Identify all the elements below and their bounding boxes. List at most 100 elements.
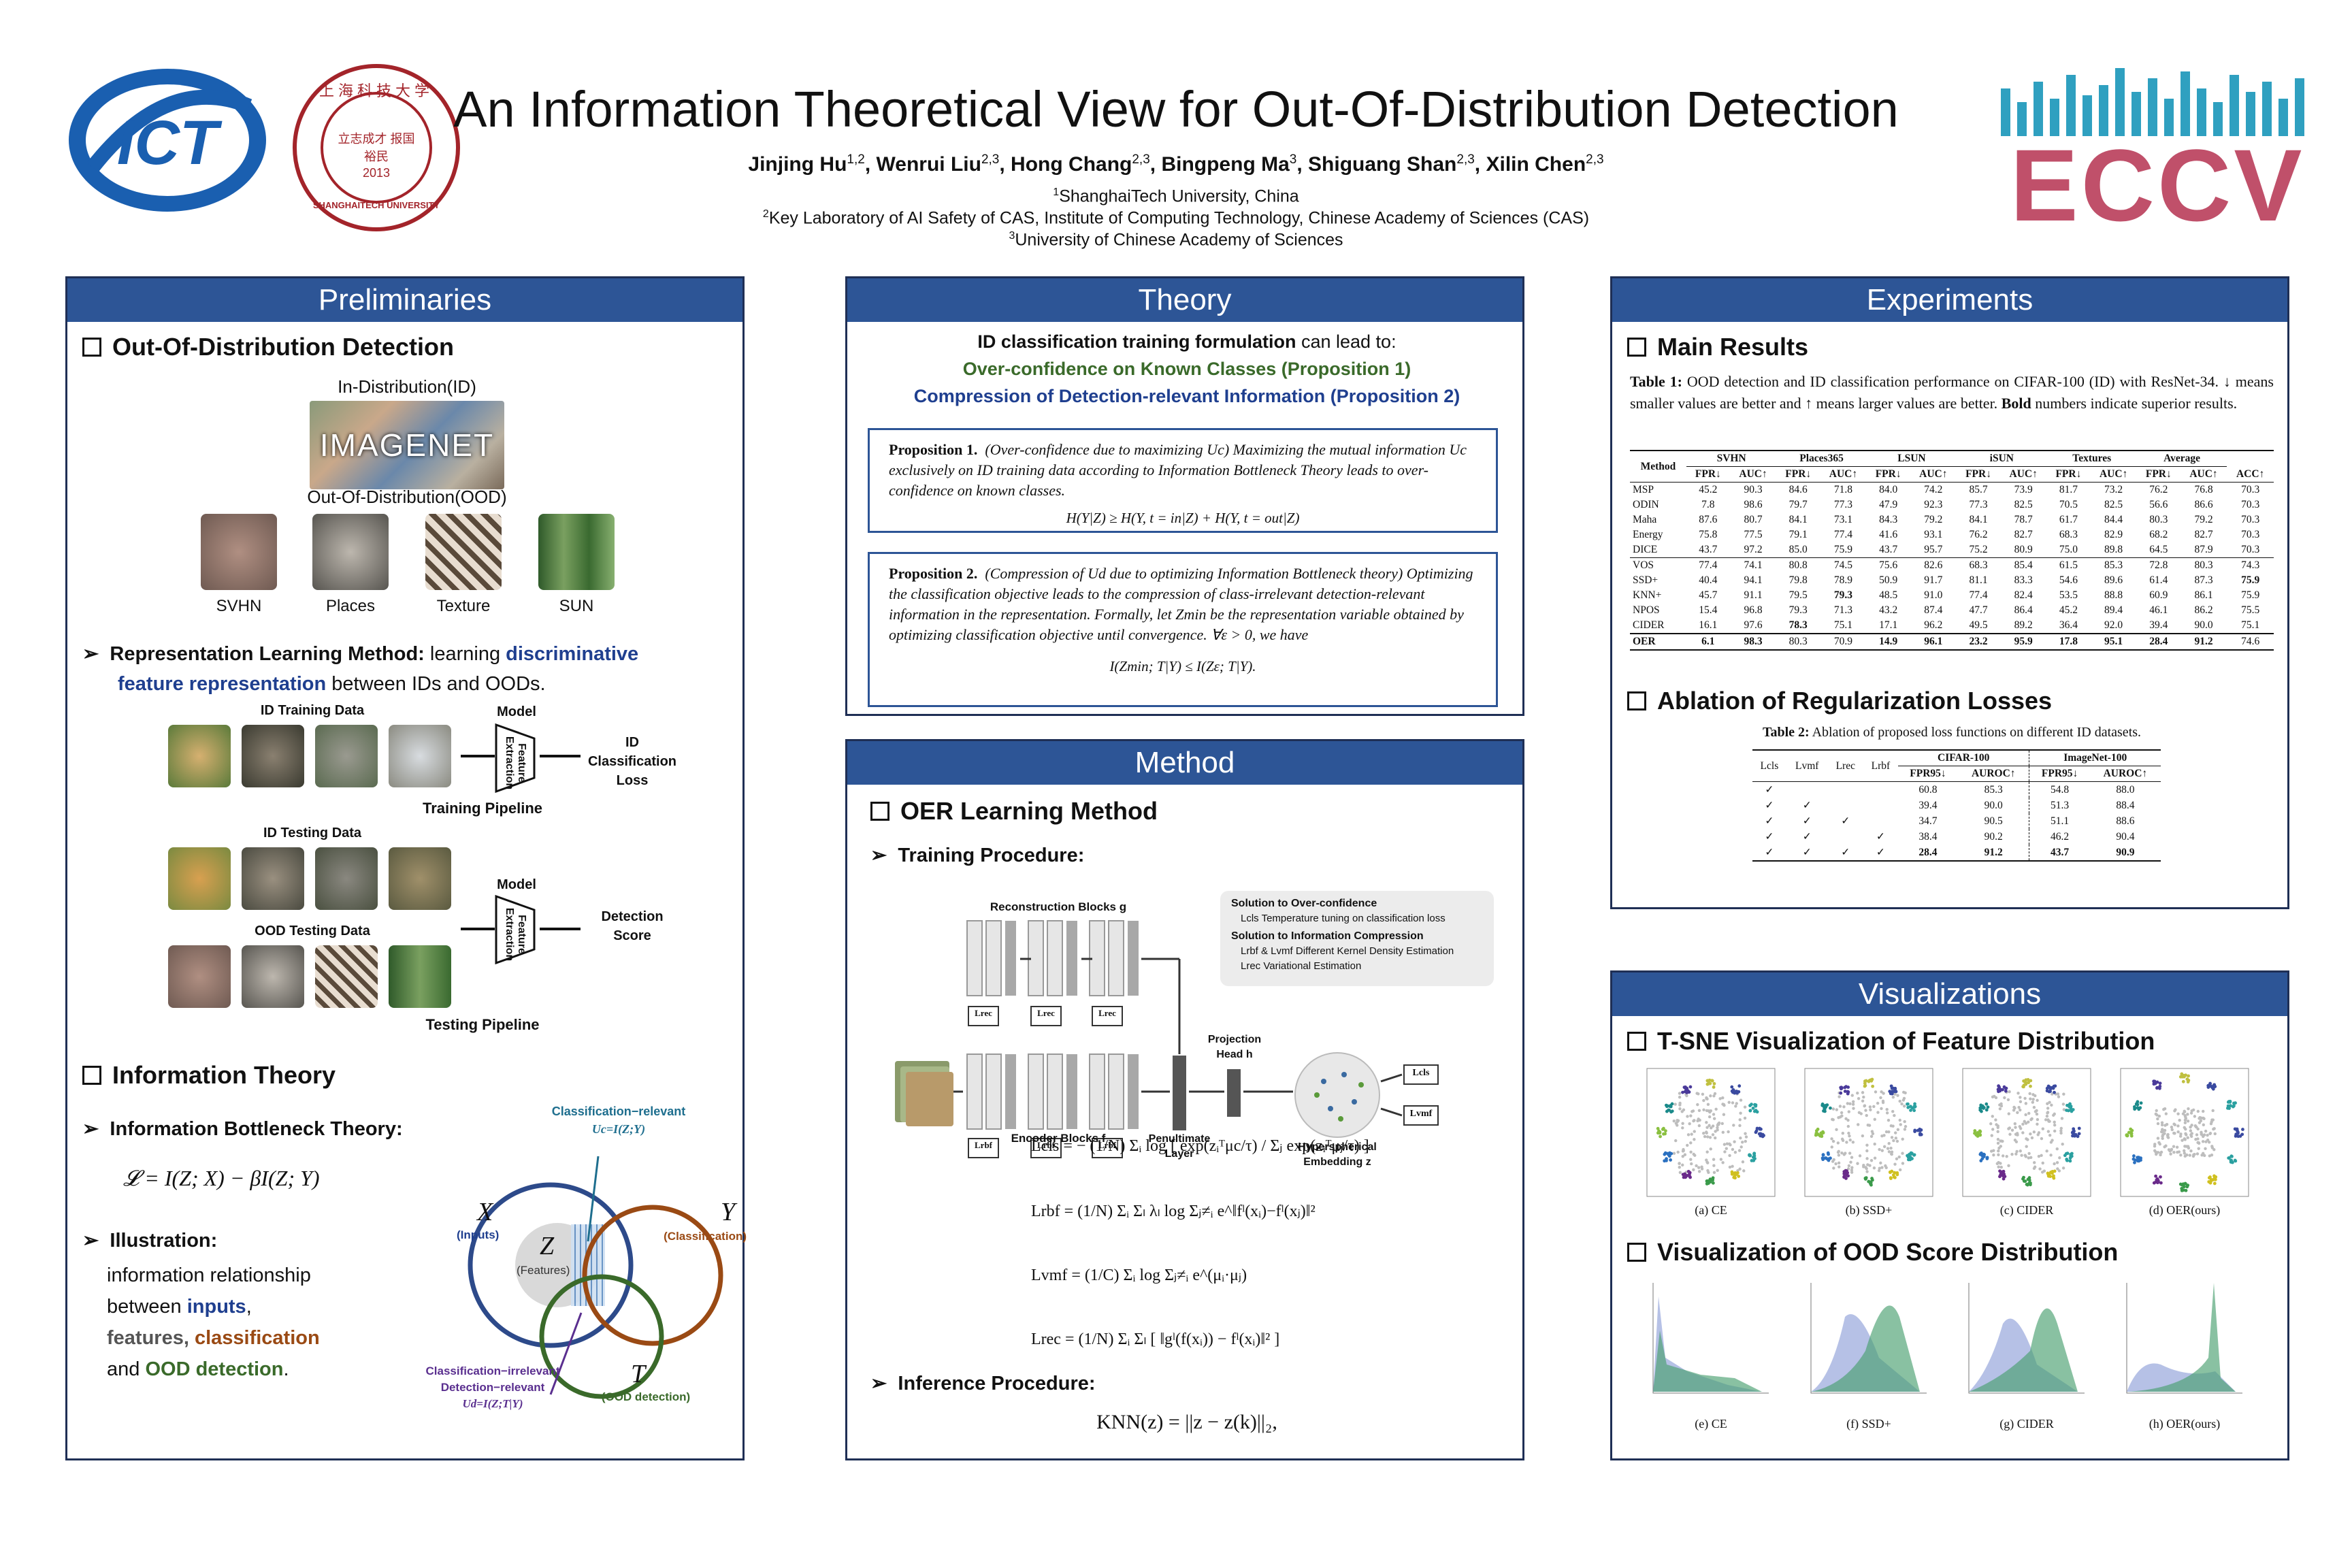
table-cell: ✓ [1802, 847, 1812, 858]
table-cell: 61.5 [2059, 559, 2078, 571]
table-row: NPOS 15.4 96.8 79.3 71.3 43.2 87.4 47.7 86.4 45.2… [1630, 603, 2274, 618]
tsne-point [1693, 1119, 1696, 1122]
tsne-point [1896, 1128, 1900, 1132]
tsne-point [1744, 1139, 1747, 1143]
tsne-point [2047, 1173, 2051, 1176]
table-cell [1828, 782, 1863, 798]
table-cell: 43.7 [1699, 544, 1718, 555]
tsne-point [1848, 1138, 1852, 1142]
tsne-point [2196, 1109, 2200, 1113]
table-cell: 54.8 [2029, 781, 2090, 798]
tsne-point [1681, 1154, 1684, 1158]
tsne-point [2042, 1169, 2046, 1173]
tsne-point [2020, 1154, 2023, 1157]
tsne-point [1903, 1120, 1906, 1124]
table-cell: 47.7 [1969, 604, 1988, 616]
tsne-point [1712, 1094, 1716, 1098]
table-cell: 39.4 [1918, 799, 1938, 811]
tsne-point [1848, 1152, 1852, 1155]
tsne-point [2156, 1117, 2159, 1121]
table-cell: ✓ [1765, 815, 1774, 827]
t2-sub-header: AUROC↑ [1971, 768, 2016, 779]
table-cell: 80.8 [1788, 559, 1808, 571]
tsne-point [1887, 1130, 1891, 1134]
score-plot: (f) SSD+ [1804, 1276, 1947, 1453]
tsne-point [1904, 1125, 1908, 1128]
tsne-point [2028, 1092, 2031, 1096]
table-cell: 54.6 [2059, 574, 2078, 586]
tsne-point [1681, 1126, 1684, 1130]
tsne-point [2053, 1090, 2056, 1094]
t2-loss-header: Lvmf [1786, 750, 1828, 782]
table-cell: 68.3 [2059, 529, 2078, 540]
tsne-point [1866, 1163, 1869, 1166]
tsne-caption: (a) CE [1695, 1203, 1727, 1217]
t1-sub-header: FPR↓ [1965, 468, 1991, 480]
tsne-point [1688, 1122, 1691, 1126]
tsne-point [1690, 1132, 1693, 1136]
table-cell: 15.4 [1699, 604, 1718, 616]
tsne-point [2199, 1119, 2203, 1123]
tsne-point [2032, 1130, 2036, 1134]
tsne-point [2157, 1141, 2161, 1145]
tsne-point [2211, 1087, 2215, 1091]
t1-acc-header: ACC↑ [2236, 468, 2265, 480]
tsne-point [2057, 1169, 2061, 1173]
tsne-point [2023, 1179, 2027, 1183]
info-theory-heading: Information Theory [82, 1061, 336, 1090]
tsne-point [1893, 1162, 1897, 1166]
tsne-point [1898, 1168, 1902, 1172]
tsne-point [1886, 1147, 1890, 1150]
svhn-label: SVHN [216, 597, 262, 615]
table-cell: 68.2 [2149, 529, 2168, 540]
table-cell [1863, 782, 1898, 798]
table-cell: 80.3 [2149, 514, 2168, 525]
table-cell: 88.0 [2116, 783, 2135, 796]
table-cell: 79.2 [2194, 514, 2213, 525]
table-cell: 76.2 [1969, 529, 1988, 540]
table-cell: 81.7 [2059, 484, 2078, 495]
table-cell [1863, 813, 1898, 829]
table-cell: 75.2 [1969, 544, 1988, 555]
tsne-point [1689, 1141, 1693, 1145]
table-cell: ✓ [1841, 815, 1850, 827]
tsne-point [1997, 1153, 2000, 1157]
tsne-point [1673, 1102, 1677, 1106]
tsne-point [1730, 1089, 1734, 1093]
table-cell: 84.0 [1879, 484, 1898, 495]
tsne-point [1869, 1134, 1874, 1139]
tsne-point [2229, 1160, 2233, 1164]
table-cell [1863, 798, 1898, 813]
table-cell: 79.3 [1833, 589, 1852, 601]
tsne-point [2202, 1123, 2206, 1127]
tsne-point [1690, 1162, 1693, 1166]
tsne-point [1850, 1094, 1854, 1097]
table-cell [1786, 782, 1828, 798]
venn-T: T [631, 1360, 646, 1388]
tsne-point [1826, 1151, 1830, 1155]
tsne-point [2176, 1130, 2180, 1134]
tsne-point [1686, 1143, 1689, 1147]
tsne-point [2074, 1132, 2078, 1137]
tsne-point [1865, 1157, 1869, 1160]
table-cell: KNN+ [1633, 589, 1662, 601]
tsne-point [1659, 1134, 1662, 1139]
tsne-point [1995, 1123, 1998, 1126]
eq-rbf: Lrbf = (1/N) Σᵢ Σₗ λₗ log Σⱼ≠ᵢ e^‖fˡ(xᵢ)… [1031, 1203, 1316, 1220]
tsne-point [2175, 1145, 2179, 1149]
table-cell: 96.2 [1924, 619, 1943, 631]
tsne-point [1669, 1158, 1673, 1162]
table-row: ODIN 7.8 98.6 79.7 77.3 47.9 92.3 77.3 82.5 70.5 8… [1630, 497, 2274, 512]
tsne-point [2019, 1100, 2023, 1104]
tsne-point [1708, 1136, 1712, 1139]
table-cell: 85.7 [1969, 484, 1988, 495]
tsne-point [1846, 1102, 1850, 1105]
tsne-point [1697, 1124, 1701, 1128]
tsne-point [2193, 1115, 2197, 1118]
table-cell: 81.1 [1969, 574, 1988, 586]
ood-test-texture-image [315, 945, 378, 1008]
tsne-point [1725, 1147, 1728, 1150]
id-density [1969, 1318, 2078, 1392]
tsne-point [2025, 1137, 2028, 1141]
tsne-point [1919, 1132, 1923, 1137]
